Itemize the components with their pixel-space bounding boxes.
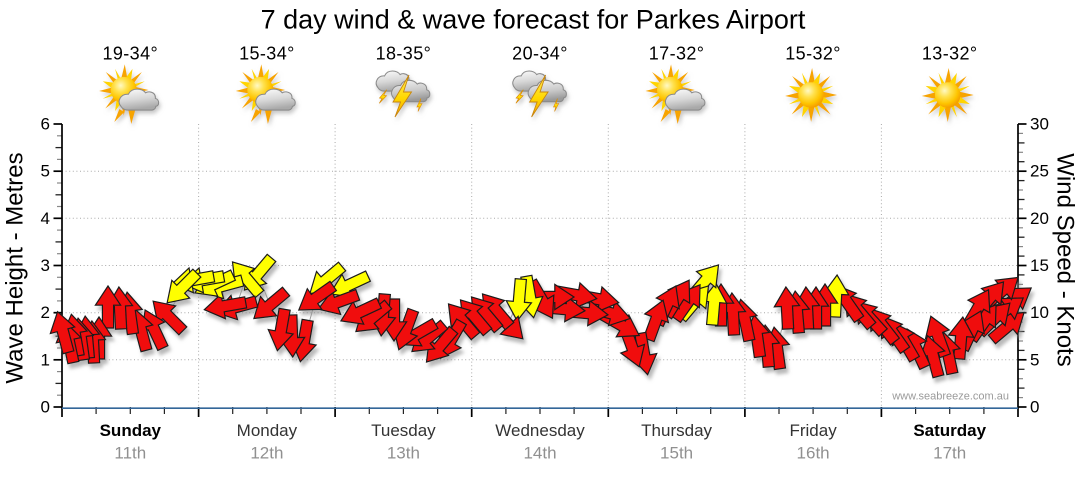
svg-text:www.seabreeze.com.au: www.seabreeze.com.au	[891, 391, 1009, 403]
svg-text:Tuesday: Tuesday	[371, 421, 436, 440]
svg-text:13th: 13th	[387, 444, 420, 463]
svg-text:5: 5	[41, 162, 50, 181]
svg-text:18-35°: 18-35°	[376, 44, 432, 64]
svg-text:7 day wind & wave forecast for: 7 day wind & wave forecast for Parkes Ai…	[261, 5, 806, 35]
svg-text:Wednesday: Wednesday	[495, 421, 585, 440]
svg-text:2: 2	[41, 303, 50, 322]
svg-text:0: 0	[1030, 398, 1039, 417]
svg-text:20-34°: 20-34°	[512, 44, 568, 64]
svg-text:Thursday: Thursday	[641, 421, 712, 440]
svg-text:4: 4	[41, 209, 50, 228]
svg-text:15-32°: 15-32°	[785, 44, 841, 64]
svg-text:16th: 16th	[797, 444, 830, 463]
svg-text:20: 20	[1030, 209, 1049, 228]
svg-text:1: 1	[41, 350, 50, 369]
svg-text:5: 5	[1030, 350, 1039, 369]
svg-text:14th: 14th	[523, 444, 556, 463]
svg-text:15-34°: 15-34°	[239, 44, 295, 64]
svg-text:Sunday: Sunday	[100, 421, 162, 440]
svg-text:11th: 11th	[114, 444, 146, 463]
svg-text:12th: 12th	[250, 444, 283, 463]
svg-text:Monday: Monday	[237, 421, 298, 440]
svg-text:30: 30	[1030, 115, 1049, 134]
svg-text:17th: 17th	[933, 444, 966, 463]
svg-text:15: 15	[1030, 256, 1049, 275]
svg-text:13-32°: 13-32°	[922, 44, 978, 64]
svg-text:Wind Speed - Knots: Wind Speed - Knots	[1052, 153, 1079, 366]
svg-text:25: 25	[1030, 162, 1049, 181]
svg-text:17-32°: 17-32°	[649, 44, 705, 64]
svg-text:Wave Height - Metres: Wave Height - Metres	[2, 152, 29, 383]
svg-text:Friday: Friday	[789, 421, 837, 440]
svg-text:15th: 15th	[660, 444, 693, 463]
svg-text:0: 0	[41, 398, 50, 417]
svg-text:6: 6	[41, 115, 50, 134]
svg-text:Saturday: Saturday	[913, 421, 986, 440]
svg-text:10: 10	[1030, 303, 1049, 322]
svg-text:19-34°: 19-34°	[102, 44, 158, 64]
svg-text:3: 3	[41, 256, 50, 275]
